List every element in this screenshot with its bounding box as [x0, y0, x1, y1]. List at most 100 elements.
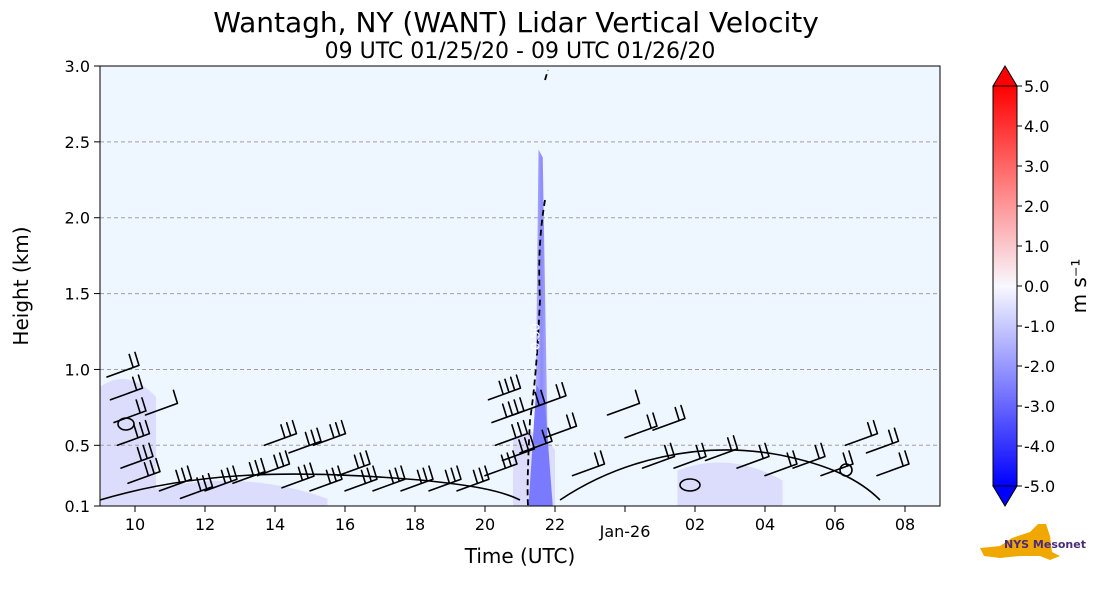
- x-tick-label: 20: [475, 515, 495, 534]
- logo-text: NYS Mesonet: [1004, 538, 1086, 551]
- wind-barb: [263, 419, 298, 447]
- colorbar-tick-label: -3.0: [1024, 397, 1055, 416]
- contour-line: [100, 473, 521, 501]
- colorbar-tick-label: -1.0: [1024, 317, 1055, 336]
- colorbar-label: m s⁻¹: [1067, 259, 1091, 314]
- x-axis-label: Time (UTC): [464, 544, 576, 568]
- wind-barb: [865, 427, 900, 454]
- chart-subtitle: 09 UTC 01/25/20 - 09 UTC 01/26/20: [325, 39, 716, 64]
- velocity-contours: [100, 69, 881, 506]
- wind-barb: [337, 450, 371, 477]
- y-tick-label: 0.5: [65, 436, 90, 455]
- wind-barb: [491, 397, 525, 424]
- wind-barb: [641, 442, 676, 469]
- wind-barb: [113, 397, 147, 424]
- colorbar-extend-min: [992, 485, 1018, 507]
- y-axis-label: Height (km): [9, 226, 33, 345]
- colorbar-tick-label: 5.0: [1024, 77, 1049, 96]
- colorbar-bar: [992, 85, 1018, 487]
- y-tick-label: 2.0: [65, 209, 90, 228]
- wind-barb: [876, 450, 910, 477]
- contour-line: [526, 199, 546, 506]
- wind-barb: [309, 465, 343, 492]
- wind-barb: [120, 442, 154, 469]
- wind-barb: [533, 381, 567, 409]
- y-tick-label: 3.0: [65, 57, 90, 76]
- x-tick-label: 12: [195, 515, 215, 534]
- wind-barb: [624, 412, 658, 439]
- wind-barb: [344, 465, 378, 492]
- wind-barb: [606, 389, 641, 416]
- wind-barb: [519, 427, 553, 454]
- wind-barb: [158, 465, 193, 492]
- wind-barb: [312, 419, 347, 447]
- wind-barb: [673, 442, 707, 469]
- wind-barb: [764, 450, 798, 477]
- velocity-region: [100, 379, 156, 506]
- colorbar-ticks: 5.0 4.0 3.0 2.0 1.0 0.0 -1.0 -2.0 -3.0 -4.0 -5.0: [1017, 77, 1055, 496]
- wind-barb: [109, 374, 144, 401]
- colorbar-tick-label: -5.0: [1024, 477, 1055, 496]
- wind-barb: [456, 465, 490, 492]
- new-york-state-shape: [980, 524, 1060, 560]
- y-tick-label: 1.0: [65, 360, 90, 379]
- colorbar: 5.0 4.0 3.0 2.0 1.0 0.0 -1.0 -2.0 -3.0 -4.0 -5.0 m…: [992, 65, 1091, 507]
- wind-barbs: [106, 351, 910, 500]
- nys-mesonet-logo: NYS Mesonet: [980, 524, 1086, 560]
- wind-barb: [127, 457, 161, 485]
- x-tick-label: 10: [125, 515, 145, 534]
- wind-barb: [106, 351, 140, 378]
- colorbar-tick-label: 2.0: [1024, 197, 1049, 216]
- wind-barb: [736, 442, 770, 469]
- contour-line: [679, 478, 701, 492]
- colorbar-tick-label: 0.0: [1024, 277, 1049, 296]
- plot-frame: [99, 65, 941, 507]
- x-tick-label: 16: [335, 515, 355, 534]
- wind-barb: [571, 450, 606, 477]
- wind-barb: [428, 465, 462, 492]
- wind-barb: [144, 389, 179, 416]
- contour-line: [559, 449, 881, 501]
- wind-barb: [484, 450, 518, 477]
- colorbar-tick-label: 4.0: [1024, 117, 1049, 136]
- wind-barb: [256, 450, 291, 477]
- x-axis: 10 12 14 16 18 20 22 Jan-26 02 04 06 08: [125, 506, 915, 541]
- y-axis: 0.1 0.5 1.0 1.5 2.0 2.5 3.0: [65, 57, 100, 516]
- wind-barb: [179, 472, 214, 500]
- colorbar-tick-label: 3.0: [1024, 157, 1049, 176]
- wind-barb: [281, 462, 315, 489]
- x-tick-label: Jan-26: [599, 522, 651, 541]
- wind-barb: [652, 404, 686, 431]
- y-tick-label: 1.5: [65, 285, 90, 304]
- y-tick-label: 0.1: [65, 497, 90, 516]
- x-tick-label: 22: [545, 515, 565, 534]
- wind-barb: [204, 465, 238, 492]
- colorbar-extend-max: [992, 65, 1018, 87]
- wind-barb: [704, 435, 739, 462]
- wind-barb: [501, 435, 536, 462]
- wind-barb: [792, 442, 826, 469]
- x-tick-label: 06: [825, 515, 845, 534]
- x-tick-label: 08: [895, 515, 915, 534]
- chart-title: Wantagh, NY (WANT) Lidar Vertical Veloci…: [213, 6, 819, 39]
- contour-line: [839, 463, 853, 477]
- wind-barb: [820, 450, 854, 477]
- wind-barb: [232, 457, 266, 485]
- colorbar-tick-label: -2.0: [1024, 357, 1055, 376]
- y-tick-label: 2.5: [65, 133, 90, 152]
- x-tick-label: 14: [265, 515, 285, 534]
- wind-barb: [844, 419, 879, 447]
- wind-barb: [400, 465, 434, 492]
- colorbar-tick-label: -4.0: [1024, 437, 1055, 456]
- x-tick-label: 04: [755, 515, 775, 534]
- x-tick-label: 02: [685, 515, 705, 534]
- wind-barb: [494, 419, 529, 447]
- wind-barb: [116, 419, 151, 447]
- colorbar-tick-label: 1.0: [1024, 237, 1049, 256]
- wind-barb: [288, 427, 322, 454]
- wind-barb: [487, 374, 522, 401]
- x-tick-label: 18: [405, 515, 425, 534]
- wind-barb: [372, 465, 406, 492]
- contour-line: [544, 69, 549, 81]
